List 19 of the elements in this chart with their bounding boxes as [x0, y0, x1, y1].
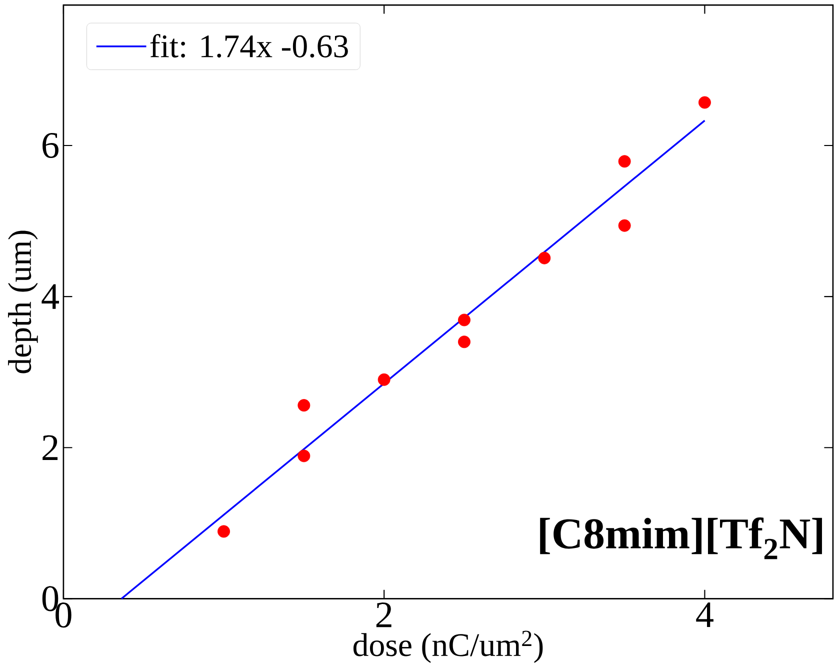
point [538, 252, 551, 264]
annotation: [C8mim][Tf$_{2}$N] [540, 517, 822, 560]
y-tick-label: 6 [42, 133, 58, 158]
point [298, 450, 310, 462]
x-tick-label: 4 [696, 602, 714, 628]
point [618, 155, 631, 168]
point [618, 219, 631, 232]
y-tick-label: 2 [42, 435, 58, 460]
point [698, 96, 711, 109]
x-axis-title: dose (nC/um$^{2}$) [353, 630, 543, 663]
point [458, 314, 470, 326]
legend-label: fit: 1.74x -0.63 [150, 34, 348, 58]
point [378, 373, 390, 386]
x-tick-label: 2 [376, 602, 392, 628]
point [218, 525, 230, 538]
point [458, 336, 470, 348]
y-axis-title: depth (um) [8, 230, 38, 374]
y-tick-label: 4 [42, 284, 59, 309]
point [298, 399, 310, 412]
